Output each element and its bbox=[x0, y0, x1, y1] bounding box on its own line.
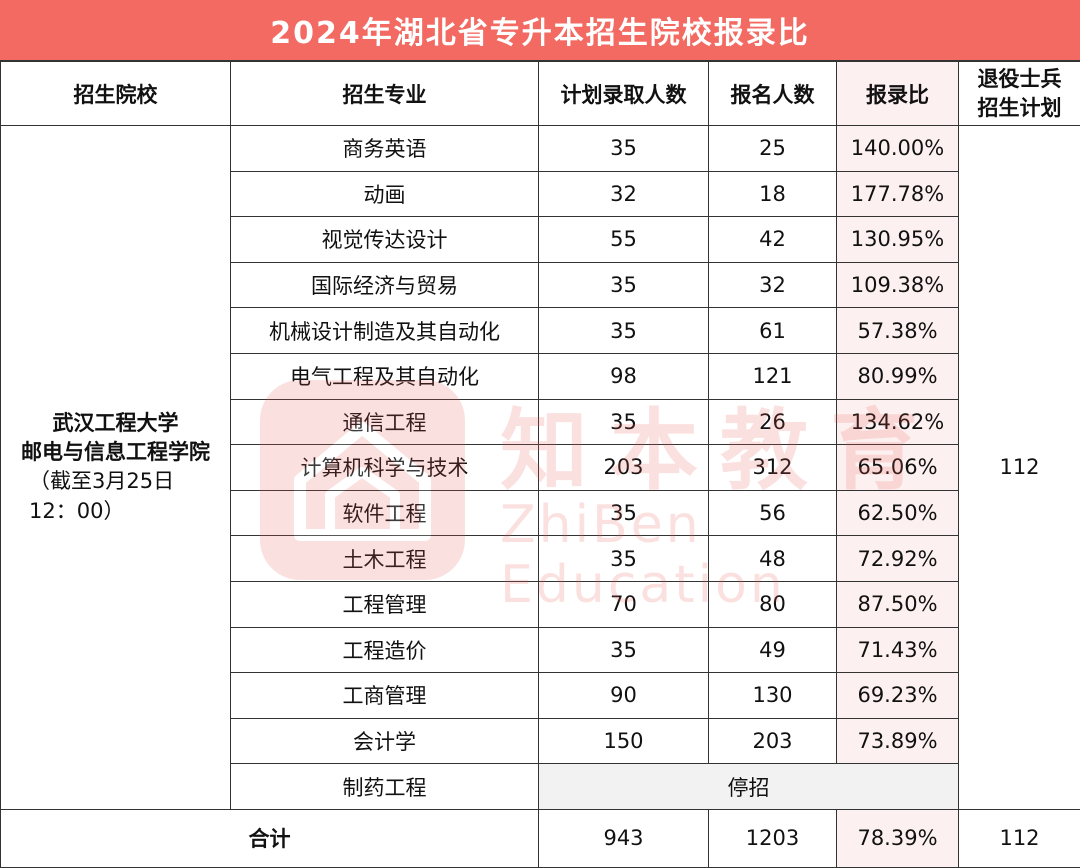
major-cell: 视觉传达设计 bbox=[231, 217, 539, 263]
plan-cell: 70 bbox=[539, 581, 709, 627]
plan-cell: 35 bbox=[539, 126, 709, 172]
ratio-cell: 62.50% bbox=[837, 490, 959, 536]
ratio-cell: 65.06% bbox=[837, 445, 959, 491]
ratio-cell: 69.23% bbox=[837, 673, 959, 719]
stopped-status-cell: 停招 bbox=[539, 764, 959, 810]
admission-ratio-table: 招生院校 招生专业 计划录取人数 报名人数 报录比 退役士兵 招生计划 武汉工程… bbox=[0, 61, 1080, 868]
header-plan: 计划录取人数 bbox=[539, 62, 709, 126]
plan-cell: 32 bbox=[539, 171, 709, 217]
major-cell: 工程管理 bbox=[231, 581, 539, 627]
total-ratio: 78.39% bbox=[837, 809, 959, 867]
header-row: 招生院校 招生专业 计划录取人数 报名人数 报录比 退役士兵 招生计划 bbox=[1, 62, 1080, 126]
school-cell: 武汉工程大学 邮电与信息工程学院 （截至3月25日 12：00） bbox=[1, 126, 231, 810]
applicants-cell: 61 bbox=[709, 308, 837, 354]
plan-cell: 98 bbox=[539, 353, 709, 399]
ratio-cell: 57.38% bbox=[837, 308, 959, 354]
major-cell: 工商管理 bbox=[231, 673, 539, 719]
school-note-date: （截至3月25日 bbox=[1, 467, 230, 496]
applicants-cell: 203 bbox=[709, 718, 837, 764]
applicants-cell: 26 bbox=[709, 399, 837, 445]
school-college: 邮电与信息工程学院 bbox=[1, 438, 230, 467]
total-row: 合计 943 1203 78.39% 112 bbox=[1, 809, 1080, 867]
major-cell: 商务英语 bbox=[231, 126, 539, 172]
major-cell: 制药工程 bbox=[231, 764, 539, 810]
page-title: 2024年湖北省专升本招生院校报录比 bbox=[0, 0, 1080, 61]
ratio-cell: 130.95% bbox=[837, 217, 959, 263]
header-veteran: 退役士兵 招生计划 bbox=[959, 62, 1080, 126]
plan-cell: 55 bbox=[539, 217, 709, 263]
applicants-cell: 18 bbox=[709, 171, 837, 217]
applicants-cell: 56 bbox=[709, 490, 837, 536]
major-cell: 会计学 bbox=[231, 718, 539, 764]
plan-cell: 35 bbox=[539, 490, 709, 536]
header-veteran-line2: 招生计划 bbox=[978, 96, 1062, 120]
plan-cell: 35 bbox=[539, 262, 709, 308]
major-cell: 国际经济与贸易 bbox=[231, 262, 539, 308]
header-school: 招生院校 bbox=[1, 62, 231, 126]
major-cell: 动画 bbox=[231, 171, 539, 217]
header-major: 招生专业 bbox=[231, 62, 539, 126]
plan-cell: 203 bbox=[539, 445, 709, 491]
total-plan: 943 bbox=[539, 809, 709, 867]
applicants-cell: 25 bbox=[709, 126, 837, 172]
header-ratio: 报录比 bbox=[837, 62, 959, 126]
applicants-cell: 42 bbox=[709, 217, 837, 263]
header-applicants: 报名人数 bbox=[709, 62, 837, 126]
ratio-cell: 80.99% bbox=[837, 353, 959, 399]
ratio-cell: 134.62% bbox=[837, 399, 959, 445]
applicants-cell: 80 bbox=[709, 581, 837, 627]
major-cell: 工程造价 bbox=[231, 627, 539, 673]
ratio-cell: 177.78% bbox=[837, 171, 959, 217]
applicants-cell: 130 bbox=[709, 673, 837, 719]
applicants-cell: 49 bbox=[709, 627, 837, 673]
ratio-cell: 140.00% bbox=[837, 126, 959, 172]
veteran-plan-cell: 112 bbox=[959, 126, 1080, 810]
header-veteran-line1: 退役士兵 bbox=[978, 67, 1062, 91]
plan-cell: 35 bbox=[539, 627, 709, 673]
applicants-cell: 121 bbox=[709, 353, 837, 399]
plan-cell: 90 bbox=[539, 673, 709, 719]
total-label: 合计 bbox=[1, 809, 539, 867]
major-cell: 软件工程 bbox=[231, 490, 539, 536]
ratio-cell: 73.89% bbox=[837, 718, 959, 764]
ratio-cell: 109.38% bbox=[837, 262, 959, 308]
applicants-cell: 48 bbox=[709, 536, 837, 582]
school-note-time: 12：00） bbox=[1, 497, 230, 526]
major-cell: 电气工程及其自动化 bbox=[231, 353, 539, 399]
applicants-cell: 32 bbox=[709, 262, 837, 308]
total-applicants: 1203 bbox=[709, 809, 837, 867]
plan-cell: 35 bbox=[539, 399, 709, 445]
major-cell: 通信工程 bbox=[231, 399, 539, 445]
plan-cell: 150 bbox=[539, 718, 709, 764]
plan-cell: 35 bbox=[539, 536, 709, 582]
ratio-cell: 87.50% bbox=[837, 581, 959, 627]
ratio-cell: 71.43% bbox=[837, 627, 959, 673]
table-row: 武汉工程大学 邮电与信息工程学院 （截至3月25日 12：00） 商务英语 35… bbox=[1, 126, 1080, 172]
major-cell: 计算机科学与技术 bbox=[231, 445, 539, 491]
applicants-cell: 312 bbox=[709, 445, 837, 491]
major-cell: 土木工程 bbox=[231, 536, 539, 582]
plan-cell: 35 bbox=[539, 308, 709, 354]
ratio-cell: 72.92% bbox=[837, 536, 959, 582]
school-name: 武汉工程大学 bbox=[1, 409, 230, 438]
major-cell: 机械设计制造及其自动化 bbox=[231, 308, 539, 354]
total-veteran: 112 bbox=[959, 809, 1080, 867]
